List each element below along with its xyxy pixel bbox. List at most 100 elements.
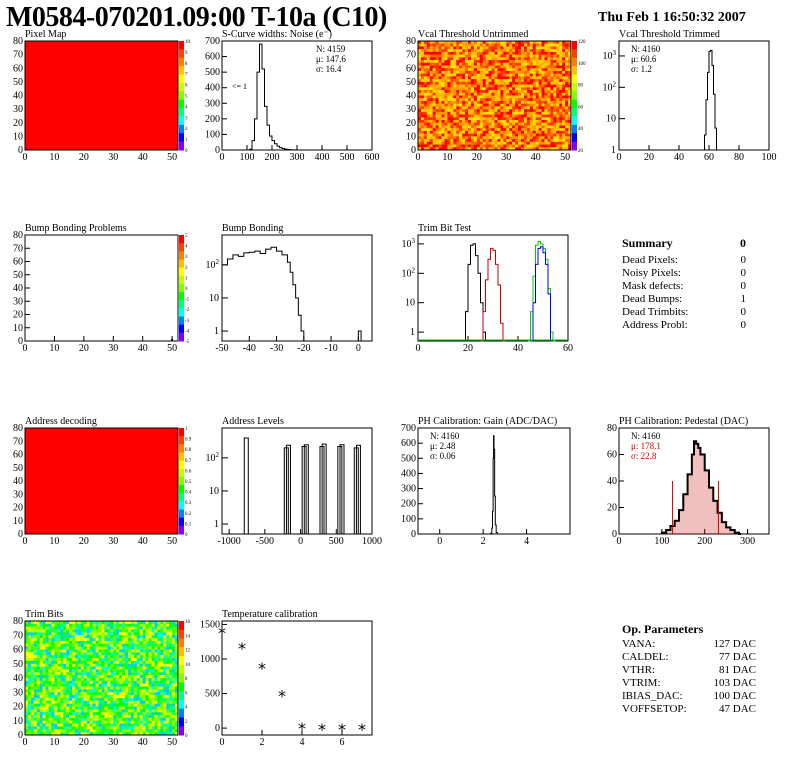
heatmap-cell — [447, 144, 451, 148]
chart-ph_gain: PH Calibration: Gain (ADC/DAC)0 2 40100200… — [401, 416, 571, 547]
heatmap-cell — [559, 81, 563, 85]
heatmap-cell — [512, 100, 516, 105]
heatmap-cell — [503, 100, 507, 105]
heatmap-cell — [450, 41, 454, 45]
heatmap-cell — [497, 122, 501, 126]
heatmap-cell — [110, 715, 114, 719]
heatmap-cell — [148, 655, 152, 659]
heatmap-cell — [488, 70, 492, 75]
heatmap-cell — [69, 678, 73, 682]
heatmap-cell — [423, 79, 428, 83]
heatmap-cell — [535, 54, 540, 58]
heatmap-cell — [142, 723, 147, 727]
heatmap-cell — [133, 652, 138, 656]
heatmap-cell — [107, 683, 111, 687]
heatmap-cell — [57, 655, 61, 659]
heatmap-cell — [175, 638, 179, 642]
heatmap-cell — [139, 712, 144, 716]
heatmap-cell — [101, 729, 105, 733]
heatmap-cell — [420, 139, 425, 143]
heatmap-cell — [175, 700, 179, 705]
plot-frame — [221, 427, 373, 535]
heatmap-cell — [145, 658, 149, 662]
heatmap-cell — [160, 666, 164, 670]
heatmap-cell — [154, 732, 158, 736]
heatmap-cell — [441, 49, 445, 53]
heatmap-cell — [119, 621, 123, 625]
heatmap-cell — [25, 720, 29, 724]
heatmap-cell — [426, 81, 431, 85]
heatmap-cell — [33, 686, 38, 690]
heatmap-cell — [175, 669, 179, 673]
heatmap-cell — [565, 49, 569, 53]
heatmap-cell — [435, 120, 439, 124]
heatmap-cell — [423, 68, 428, 72]
heatmap-cell — [166, 626, 170, 630]
heatmap-cell — [63, 635, 67, 639]
heatmap-cell — [556, 68, 560, 72]
heatmap-cell — [565, 147, 569, 151]
summary-value: 0 — [740, 306, 747, 318]
x-tick-label: 20 — [79, 152, 89, 163]
heatmap-cell — [89, 663, 94, 667]
heatmap-cell — [444, 109, 448, 113]
heatmap-cell — [532, 114, 537, 118]
heatmap-cell — [33, 669, 38, 673]
heatmap-cell — [470, 49, 475, 53]
heatmap-cell — [468, 70, 472, 75]
heatmap-cell — [160, 635, 164, 639]
heatmap-cell — [98, 626, 102, 630]
heatmap-cell — [39, 706, 44, 710]
heatmap-cell — [503, 90, 507, 94]
heatmap-cell — [154, 723, 158, 727]
y-tick-label: 30 — [13, 296, 23, 307]
heatmap-cell — [506, 43, 510, 47]
heatmap-cell — [450, 111, 454, 115]
heatmap-cell — [136, 726, 141, 730]
heatmap-cell — [547, 68, 551, 72]
heatmap-cell — [562, 51, 566, 56]
heatmap-cell — [57, 672, 61, 676]
heatmap-cell — [523, 130, 528, 135]
heatmap-cell — [116, 723, 120, 727]
heatmap-cell — [72, 649, 76, 653]
heatmap-cell — [418, 117, 422, 121]
heatmap-cell — [535, 139, 540, 143]
heatmap-cell — [468, 51, 472, 56]
heatmap-cell — [473, 68, 478, 72]
heatmap-cell — [172, 680, 176, 685]
heatmap-cell — [512, 92, 516, 96]
heatmap-cell — [54, 709, 58, 713]
heatmap-cell — [500, 43, 504, 47]
heatmap-cell — [33, 623, 38, 628]
heatmap-cell — [57, 640, 61, 645]
heatmap-cell — [77, 646, 82, 650]
heatmap-cell — [529, 79, 534, 83]
palette-swatch — [572, 66, 577, 76]
heatmap-cell — [538, 70, 542, 75]
heatmap-cell — [36, 640, 41, 645]
heatmap-cell — [54, 626, 58, 630]
heatmap-cell — [33, 646, 38, 650]
heatmap-cell — [113, 689, 117, 693]
heatmap-cell — [559, 87, 563, 91]
heatmap-cell — [420, 81, 425, 85]
heatmap-cell — [151, 732, 155, 736]
heatmap-cell — [497, 106, 501, 110]
heatmap-cell — [172, 726, 176, 730]
heatmap-cell — [36, 712, 41, 716]
heatmap-cell — [441, 95, 445, 99]
heatmap-cell — [453, 147, 457, 151]
summary-label: Mask defects: — [622, 280, 684, 292]
heatmap-cell — [33, 695, 38, 699]
heatmap-cell — [479, 122, 484, 126]
heatmap-cell — [142, 655, 147, 659]
heatmap-cell — [66, 723, 70, 727]
heatmap-cell — [66, 623, 70, 628]
heatmap-cell — [130, 680, 135, 685]
heatmap-cell — [77, 675, 82, 679]
heatmap-cell — [77, 655, 82, 659]
heatmap-cell — [113, 678, 117, 682]
heatmap-cell — [426, 60, 431, 64]
heatmap-cell — [57, 621, 61, 625]
